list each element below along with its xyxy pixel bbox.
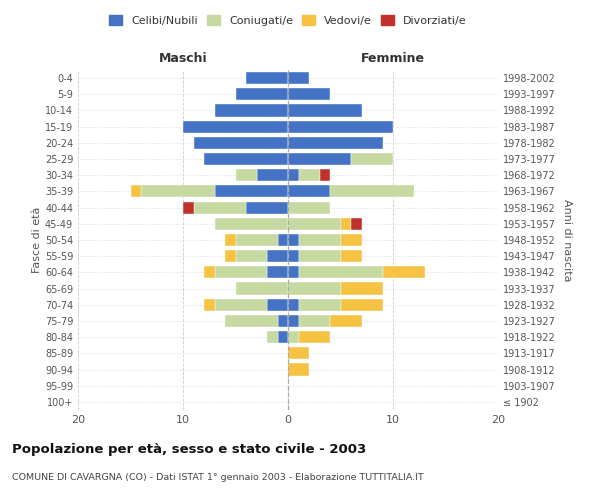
Bar [288, 186, 330, 198]
Bar [288, 153, 351, 165]
Text: Popolazione per età, sesso e stato civile - 2003: Popolazione per età, sesso e stato civil… [12, 442, 366, 456]
Bar [341, 234, 361, 246]
Legend: Celibi/Nubili, Coniugati/e, Vedovi/e, Divorziati/e: Celibi/Nubili, Coniugati/e, Vedovi/e, Di… [105, 10, 471, 30]
Bar [320, 169, 330, 181]
Bar [225, 250, 235, 262]
Bar [235, 282, 288, 294]
Bar [277, 315, 288, 327]
Bar [235, 169, 257, 181]
Bar [351, 153, 393, 165]
Bar [288, 250, 299, 262]
Bar [288, 88, 330, 101]
Bar [288, 202, 330, 213]
Bar [288, 315, 299, 327]
Bar [141, 186, 215, 198]
Text: Maschi: Maschi [158, 52, 208, 65]
Bar [341, 250, 361, 262]
Bar [383, 266, 425, 278]
Bar [330, 315, 361, 327]
Bar [288, 72, 309, 84]
Bar [288, 348, 309, 360]
Bar [299, 250, 341, 262]
Bar [288, 137, 383, 149]
Bar [130, 186, 141, 198]
Bar [299, 331, 330, 343]
Bar [215, 218, 288, 230]
Bar [204, 266, 215, 278]
Bar [193, 202, 246, 213]
Bar [225, 315, 277, 327]
Text: Femmine: Femmine [361, 52, 425, 65]
Bar [215, 266, 267, 278]
Bar [288, 234, 299, 246]
Bar [341, 218, 351, 230]
Bar [341, 282, 383, 294]
Bar [215, 104, 288, 117]
Bar [351, 218, 361, 230]
Bar [204, 298, 215, 311]
Bar [267, 331, 277, 343]
Bar [277, 331, 288, 343]
Bar [288, 169, 299, 181]
Bar [267, 250, 288, 262]
Bar [246, 202, 288, 213]
Y-axis label: Fasce di età: Fasce di età [32, 207, 42, 273]
Bar [288, 331, 299, 343]
Bar [341, 298, 383, 311]
Bar [299, 169, 320, 181]
Bar [215, 186, 288, 198]
Bar [246, 72, 288, 84]
Bar [235, 250, 267, 262]
Bar [183, 120, 288, 132]
Bar [235, 88, 288, 101]
Bar [257, 169, 288, 181]
Bar [288, 282, 341, 294]
Text: COMUNE DI CAVARGNA (CO) - Dati ISTAT 1° gennaio 2003 - Elaborazione TUTTITALIA.I: COMUNE DI CAVARGNA (CO) - Dati ISTAT 1° … [12, 472, 424, 482]
Bar [235, 234, 277, 246]
Bar [267, 298, 288, 311]
Bar [183, 202, 193, 213]
Bar [299, 266, 383, 278]
Bar [299, 315, 330, 327]
Bar [225, 234, 235, 246]
Bar [288, 120, 393, 132]
Bar [330, 186, 414, 198]
Bar [277, 234, 288, 246]
Bar [299, 234, 341, 246]
Bar [288, 218, 341, 230]
Bar [288, 364, 309, 376]
Bar [299, 298, 341, 311]
Bar [267, 266, 288, 278]
Bar [288, 266, 299, 278]
Bar [204, 153, 288, 165]
Bar [215, 298, 267, 311]
Y-axis label: Anni di nascita: Anni di nascita [562, 198, 572, 281]
Bar [193, 137, 288, 149]
Bar [288, 298, 299, 311]
Bar [288, 104, 361, 117]
